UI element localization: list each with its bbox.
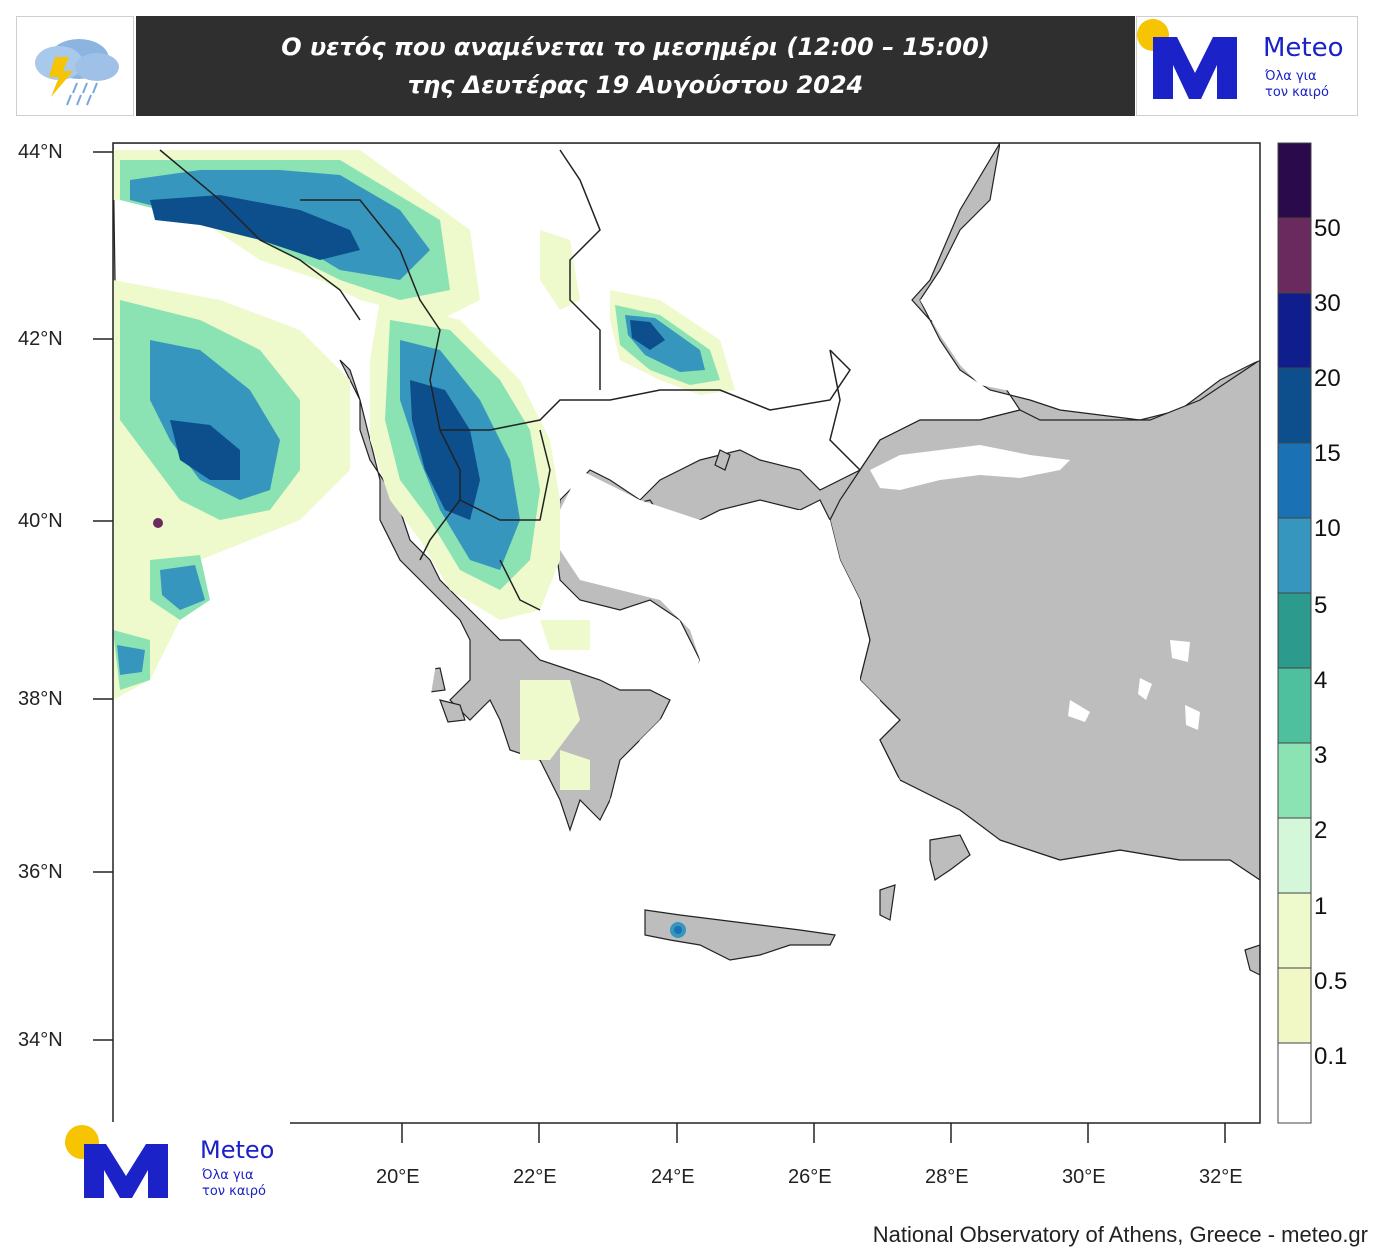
colorbar-label-4: 4 <box>1314 667 1328 694</box>
lon-label-30: 30°E <box>1062 1166 1106 1188</box>
colorbar <box>1277 142 1312 1124</box>
lat-label-38: 38°N <box>18 688 63 710</box>
inland-waters <box>870 143 1260 730</box>
meteo-tagline-2: τον καιρό <box>1265 85 1330 100</box>
meteo-tagline-1-footer: Όλα για <box>202 1168 254 1183</box>
meteo-brand-name-footer: Meteo <box>200 1136 275 1164</box>
colorbar-label-5: 5 <box>1314 592 1328 619</box>
meteo-tagline-2-footer: τον καιρό <box>202 1184 267 1199</box>
credit-text: National Observatory of Athens, Greece -… <box>872 1222 1368 1247</box>
lon-label-32: 32°E <box>1199 1166 1243 1188</box>
lon-label-24: 24°E <box>651 1166 695 1188</box>
colorbar-label-30: 30 <box>1314 290 1341 317</box>
meteo-brand-name: Meteo <box>1263 33 1344 63</box>
meteo-logo-footer: Meteo Όλα για τον καιρό <box>60 1122 290 1204</box>
colorbar-label-10: 10 <box>1314 515 1341 542</box>
header-weather-icon-box <box>16 16 134 116</box>
lat-label-34: 34°N <box>18 1029 63 1051</box>
lon-label-26: 26°E <box>788 1166 832 1188</box>
ionian-sea <box>113 470 640 1123</box>
colorbar-label-20: 20 <box>1314 365 1341 392</box>
aegean-sea <box>560 470 900 905</box>
lat-label-44: 44°N <box>18 141 63 163</box>
map-title: Ο υετός που αναμένεται το μεσημέρι (12:0… <box>136 16 1135 116</box>
colorbar-label-0-5: 0.5 <box>1314 968 1348 995</box>
storm-cloud-rain-icon <box>35 39 119 106</box>
lat-label-40: 40°N <box>18 510 63 532</box>
rain-layer-intense <box>150 195 665 520</box>
map-title-line-2: της Δευτέρας 19 Αυγούστου 2024 <box>407 71 864 99</box>
axis-ticks <box>93 151 1226 1143</box>
meteo-logo-icon <box>1137 19 1237 99</box>
colorbar-label-1: 1 <box>1314 893 1328 920</box>
meteo-tagline-1: Όλα για <box>1265 69 1317 84</box>
lon-label-28: 28°E <box>925 1166 969 1188</box>
country-borders <box>159 149 861 611</box>
colorbar-label-15: 15 <box>1314 440 1341 467</box>
lon-label-22: 22°E <box>513 1166 557 1188</box>
lat-label-42: 42°N <box>18 328 63 350</box>
meteo-logo-icon <box>65 1125 168 1198</box>
colorbar-label-0-1: 0.1 <box>1314 1043 1348 1070</box>
map-title-line-1: Ο υετός που αναμένεται το μεσημέρι (12:0… <box>281 33 990 61</box>
lat-label-36: 36°N <box>18 861 63 883</box>
colorbar-label-2: 2 <box>1314 817 1328 844</box>
meteo-logo-header: Meteo Όλα για τον καιρό <box>1136 16 1358 116</box>
colorbar-label-3: 3 <box>1314 742 1328 769</box>
lon-label-20: 20°E <box>376 1166 420 1188</box>
colorbar-label-50: 50 <box>1314 215 1341 242</box>
